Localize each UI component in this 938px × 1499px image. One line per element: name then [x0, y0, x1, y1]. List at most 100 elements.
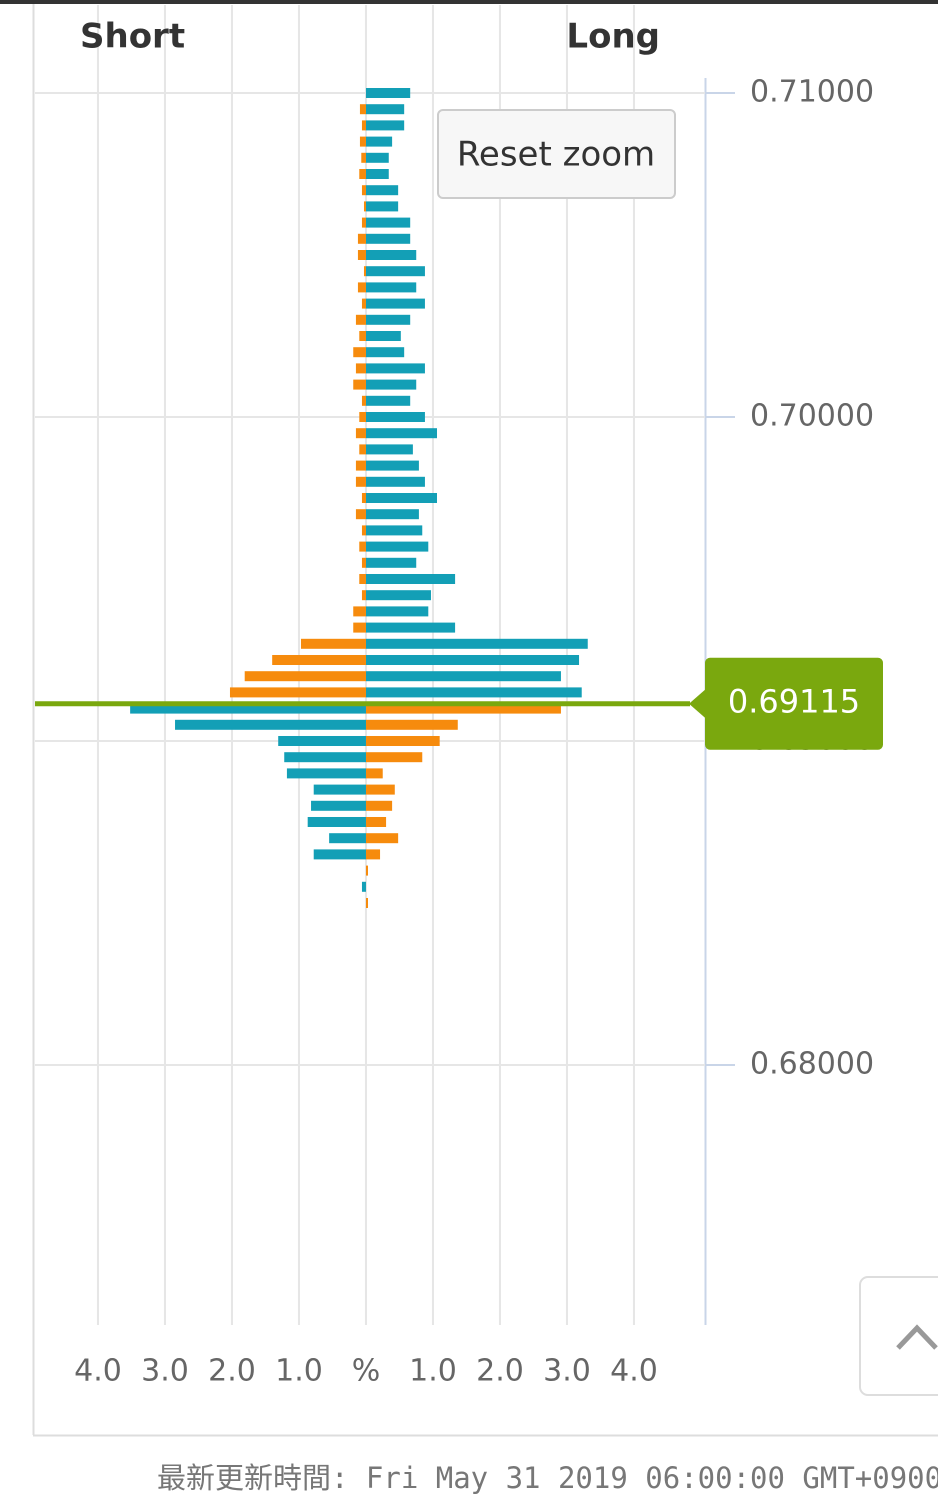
bar: [363, 266, 366, 277]
button-label[interactable]: Reset zoom: [457, 135, 655, 175]
bar: [365, 833, 399, 844]
bar: [353, 347, 366, 358]
bar: [361, 557, 366, 568]
bar: [313, 849, 366, 860]
bar: [359, 136, 366, 147]
bar: [361, 881, 366, 892]
bar: [361, 525, 366, 536]
bar: [365, 573, 456, 584]
reset-zoom-button[interactable]: Reset zoom: [437, 109, 676, 199]
bar: [365, 428, 437, 439]
bar: [365, 379, 417, 390]
y-tick-label: 0.70000: [750, 398, 874, 433]
bar: [365, 330, 401, 341]
bar: [365, 88, 411, 99]
price-label: 0.69115: [728, 683, 860, 721]
bar: [365, 169, 389, 180]
bar: [365, 185, 399, 196]
bar: [365, 525, 423, 536]
bar: [361, 395, 366, 406]
bar: [361, 590, 366, 601]
bar: [365, 314, 411, 325]
bar: [365, 590, 431, 601]
bar: [229, 687, 366, 698]
bar: [365, 719, 458, 730]
y-tick-label: 0.68000: [750, 1046, 874, 1081]
bar: [361, 120, 366, 131]
x-tick-label: 4.0: [610, 1354, 658, 1389]
bar: [363, 201, 366, 212]
bar: [329, 833, 366, 844]
bar: [284, 752, 366, 763]
bar: [365, 444, 413, 455]
scroll-top-bg[interactable]: [859, 1276, 938, 1396]
bar: [357, 249, 366, 260]
bar: [311, 800, 366, 811]
button-bg[interactable]: [437, 109, 676, 199]
bar: [244, 671, 366, 682]
bar: [355, 460, 366, 471]
bar: [365, 492, 437, 503]
x-tick-label: 1.0: [409, 1354, 457, 1389]
bar: [365, 687, 582, 698]
short-header: Short: [80, 17, 185, 57]
bar: [365, 654, 580, 665]
bar: [365, 282, 417, 293]
price-label-bg: [705, 657, 883, 750]
bar: [355, 476, 366, 487]
bar: [359, 330, 366, 341]
bar: [355, 363, 366, 374]
bar: [365, 266, 425, 277]
bar: [365, 233, 411, 244]
chevron-up[interactable]: [896, 1324, 938, 1350]
x-tick-label: 2.0: [476, 1354, 524, 1389]
bar: [359, 104, 366, 115]
bar: [307, 816, 366, 827]
bar: [365, 735, 440, 746]
y-tick-label: 0.71000: [750, 75, 874, 110]
top-border: [0, 0, 938, 4]
bar: [353, 606, 366, 617]
bar: [361, 492, 366, 503]
bar: [365, 557, 417, 568]
price-pointer: [689, 689, 705, 718]
bar: [272, 654, 366, 665]
bar: [365, 865, 368, 876]
footer-timestamp: 最新更新時間: Fri May 31 2019 06:00:00 GMT+090…: [157, 1461, 938, 1495]
bar: [355, 509, 366, 520]
scroll-top-button[interactable]: [859, 1276, 938, 1396]
bar: [278, 735, 366, 746]
bar: [365, 136, 393, 147]
bar: [365, 217, 411, 228]
bar: [365, 606, 429, 617]
bar: [361, 217, 366, 228]
bar: [357, 282, 366, 293]
bar: [365, 849, 381, 860]
bar: [365, 411, 425, 422]
bar: [365, 104, 405, 115]
bar: [365, 509, 419, 520]
bar: [359, 573, 366, 584]
bar: [300, 638, 366, 649]
bar: [365, 638, 588, 649]
bar: [365, 768, 383, 779]
x-tick-label: 1.0: [275, 1354, 323, 1389]
bar: [365, 784, 395, 795]
bar: [365, 800, 393, 811]
bar: [365, 395, 411, 406]
bar: [353, 379, 366, 390]
bar: [357, 233, 366, 244]
bar: [365, 298, 425, 309]
bar: [365, 347, 405, 358]
bar: [361, 152, 366, 163]
bar: [353, 622, 366, 633]
bar: [365, 120, 405, 131]
bar: [365, 363, 425, 374]
bar: [313, 784, 366, 795]
bar: [359, 169, 366, 180]
bar: [286, 768, 366, 779]
bar: [365, 152, 389, 163]
bar: [359, 444, 366, 455]
bar: [359, 541, 366, 552]
